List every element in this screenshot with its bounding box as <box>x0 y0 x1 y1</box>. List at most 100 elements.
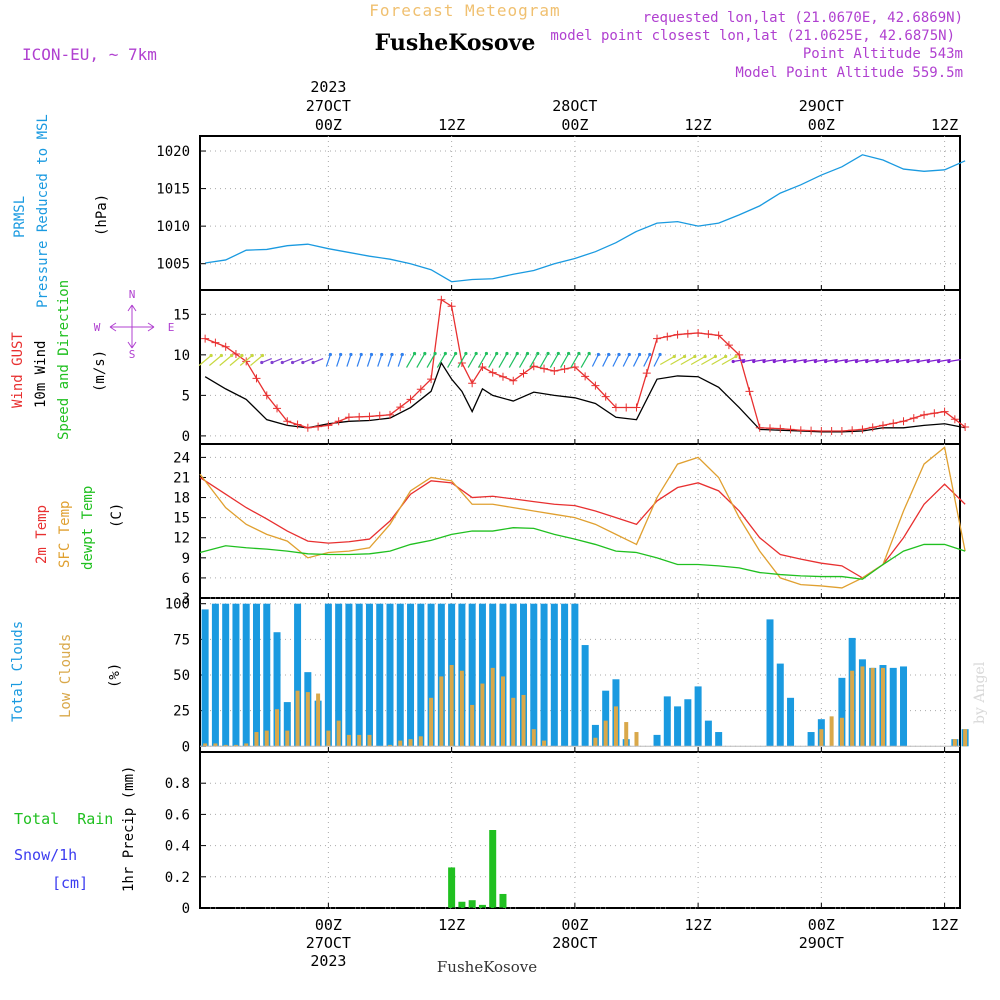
low-cloud-bar <box>511 697 516 747</box>
wind-arrow-head <box>250 353 254 358</box>
gust-marker <box>396 403 405 412</box>
total-cloud-bar <box>581 645 589 747</box>
low-cloud-bar <box>316 693 321 747</box>
total-cloud-bar <box>232 603 240 747</box>
wind-arrow-head <box>741 359 746 364</box>
low-cloud-bar <box>285 730 290 747</box>
total-cloud-bar <box>201 609 209 747</box>
wind-arrow-head <box>290 360 295 365</box>
model-altitude: Model Point Altitude 559.5m <box>735 65 963 81</box>
precip-ylabel: 1hr Precip (mm) <box>121 766 137 892</box>
temp-unit-label: (C) <box>109 503 125 528</box>
wind-direction-arrow <box>426 353 436 368</box>
wind-direction-arrow <box>733 358 746 363</box>
bottom-tick-label: 12Z <box>931 916 958 934</box>
wind-gust-label: Wind GUST <box>10 332 26 408</box>
low-cloud-bar <box>963 729 968 747</box>
gust-marker <box>334 417 343 426</box>
low-cloud-bar <box>624 722 629 747</box>
wind-arrow-head <box>813 359 817 364</box>
low-cloud-bar <box>613 706 618 747</box>
y-tick-label: 1015 <box>156 182 190 198</box>
rain-bar <box>468 900 476 908</box>
wind-direction-arrow <box>897 358 910 363</box>
wind-arrow-head <box>369 352 374 357</box>
wind-arrow-head <box>865 359 869 364</box>
y-tick-label: 0 <box>182 901 190 917</box>
wind-direction-arrow <box>336 354 342 367</box>
gust-marker <box>776 424 785 433</box>
low-cloud-bar <box>223 744 228 747</box>
wind-direction-arrow <box>377 354 383 367</box>
wind-arrow-head <box>803 359 807 364</box>
wind-arrow-head <box>525 351 530 356</box>
wind-arrow-head <box>703 354 707 359</box>
gust-marker <box>807 426 816 435</box>
wind-direction-arrow <box>312 357 324 364</box>
wind-direction-arrow <box>659 355 675 366</box>
total-cloud-bar <box>715 732 723 747</box>
total-cloud-bar <box>283 702 291 747</box>
gust-marker <box>416 385 425 394</box>
wind-direction-arrow <box>887 358 900 363</box>
t2m-label: 2m Temp <box>34 505 50 564</box>
gust-marker <box>498 372 507 381</box>
y-tick-label: 10 <box>173 348 190 364</box>
low-cloud-bar <box>490 667 495 747</box>
wind-arrow-head <box>682 354 687 359</box>
y-tick-label: 25 <box>173 704 190 720</box>
wind-direction-arrow <box>866 358 879 363</box>
gust-marker <box>427 375 436 384</box>
place-title: FusheKosove <box>375 30 536 56</box>
wind-direction-arrow <box>239 355 253 366</box>
y-tick-label: 6 <box>182 571 190 587</box>
wind-direction-arrow <box>467 353 477 368</box>
gust-marker <box>601 392 610 401</box>
wind-direction-arrow <box>622 354 630 367</box>
total-cloud-bar <box>324 603 332 747</box>
wind-arrow-head <box>906 359 910 364</box>
gust-marker <box>262 391 271 400</box>
wind-arrow-head <box>380 352 384 357</box>
wind-direction-arrow <box>804 358 818 363</box>
low-cloud-bar <box>408 739 413 747</box>
wind-arrow-head <box>280 360 284 365</box>
wind-direction-arrow <box>570 353 580 368</box>
low-cloud-bar <box>336 720 341 747</box>
t2m-line <box>199 476 966 579</box>
y-tick-label: 1010 <box>156 219 190 235</box>
gust-marker <box>694 328 703 337</box>
y-tick-label: 0.6 <box>165 807 190 823</box>
dewpt-line <box>199 527 966 580</box>
low-cloud-bar <box>449 665 454 747</box>
gust-marker <box>211 338 220 347</box>
y-tick-label: 0.8 <box>165 776 190 792</box>
gust-marker <box>468 379 477 388</box>
total-cloud-bar <box>561 603 569 747</box>
product-title: Forecast Meteogram <box>369 1 560 20</box>
gust-marker <box>889 419 898 428</box>
low-cloud-bar <box>388 744 392 747</box>
wind-arrow-head <box>617 352 621 357</box>
watermark: by Angel <box>972 661 988 724</box>
wind-direction-arrow <box>835 358 848 363</box>
total-cloud-bar <box>365 603 373 747</box>
gust-marker <box>437 295 446 304</box>
gust-marker <box>519 369 528 378</box>
snow-unit-label: [cm] <box>52 874 88 892</box>
compass-w: W <box>94 321 101 334</box>
low-cloud-bar <box>203 743 208 747</box>
wind-10m-label: 10m Wind <box>33 341 49 408</box>
wind-arrow-head <box>400 352 404 357</box>
gust-marker <box>293 420 302 429</box>
total-cloud-bar <box>704 720 712 747</box>
wind-direction-arrow <box>457 353 467 368</box>
total-cloud-bar <box>345 603 353 747</box>
wind-arrow-head <box>339 352 343 357</box>
wind-direction-arrow <box>602 354 610 367</box>
wind-direction-arrow <box>701 355 716 366</box>
wind-direction-arrow <box>846 358 859 363</box>
gust-marker <box>447 302 456 311</box>
